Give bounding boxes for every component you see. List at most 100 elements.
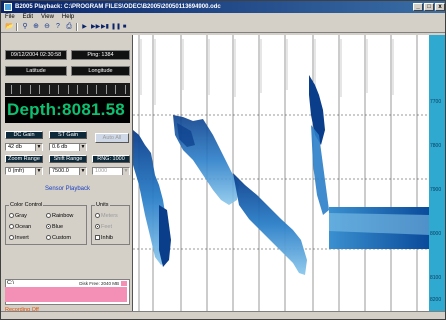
color-ocean-radio[interactable]: Ocean <box>9 224 31 231</box>
inhibit-label: Inhib <box>101 235 113 241</box>
units-feet-label: Feet <box>101 224 113 230</box>
radio-dot-selected <box>46 224 51 229</box>
color-gray-radio[interactable]: Gray <box>9 213 27 220</box>
color-invert-radio[interactable]: Invert <box>9 235 29 242</box>
control-panel: 09/12/2004 02:30:58 Ping: 1384 Latitude … <box>3 35 131 319</box>
status-bar <box>1 311 445 319</box>
color-control-group: Color Control Gray Rainbow Ocean Blue In… <box>5 202 87 245</box>
dc-gain-label: DC Gain <box>5 131 43 139</box>
auto-all-button[interactable]: Auto All <box>95 133 129 143</box>
color-invert-label: Invert <box>15 235 29 241</box>
shift-range-select[interactable]: 7500.0 ▼ <box>49 167 87 175</box>
play-icon[interactable]: ▶ <box>82 24 87 30</box>
toolbar-separator <box>76 23 78 31</box>
zoom-range-label: Zoom Range <box>5 155 43 163</box>
st-gain-value: 0.6 db <box>52 144 68 150</box>
window-controls: _ □ x <box>413 3 445 11</box>
title-bar[interactable]: B2005 Playback: C:\PROGRAM FILES\ODEC\B2… <box>1 1 445 13</box>
stop-icon[interactable]: ■ <box>122 24 127 30</box>
units-feet-radio[interactable]: Feet <box>95 224 112 231</box>
longitude-display: Longitude <box>71 66 130 76</box>
scale-label: 8100 <box>430 275 442 281</box>
menu-edit[interactable]: Edit <box>22 14 34 20</box>
color-gray-label: Gray <box>15 213 27 219</box>
radio-dot <box>95 213 100 218</box>
rng-value: 1000 <box>95 168 108 174</box>
echogram-canvas <box>133 35 430 311</box>
minimize-button[interactable]: _ <box>413 3 423 11</box>
app-icon <box>4 3 12 11</box>
zoom-in-icon[interactable]: ⊕ <box>33 23 39 30</box>
toolbar: 📂 ⚲ ⊕ ⊖ ? ⎙ ▶ ▶▶ ▶▮ ❚❚ ■ <box>1 22 445 33</box>
color-blue-label: Blue <box>52 224 64 230</box>
pause-icon[interactable]: ❚❚ <box>111 24 122 30</box>
color-rainbow-radio[interactable]: Rainbow <box>46 213 73 220</box>
dc-gain-select[interactable]: 42 db ▼ <box>5 143 43 151</box>
dc-gain-value: 42 db <box>8 144 22 150</box>
radio-dot <box>9 213 14 218</box>
shift-range-label: Shift Range <box>49 155 87 163</box>
chevron-down-icon: ▼ <box>35 144 42 151</box>
menu-view[interactable]: View <box>41 14 54 20</box>
chevron-down-icon: ▼ <box>79 168 86 175</box>
units-meters-radio[interactable]: Meters <box>95 213 118 220</box>
latitude-display: Latitude <box>5 66 67 76</box>
sensor-playback-label[interactable]: Sensor Playback <box>44 186 91 192</box>
open-icon[interactable]: 📂 <box>5 23 14 30</box>
scale-label: 7700 <box>430 99 442 105</box>
radio-dot <box>46 235 51 240</box>
units-group: Units Meters Feet Inhib <box>91 202 130 245</box>
color-control-title: Color Control <box>9 202 44 209</box>
maximize-button[interactable]: □ <box>424 3 434 11</box>
color-blue-radio[interactable]: Blue <box>46 224 63 231</box>
ping-display: Ping: 1384 <box>71 50 130 60</box>
rng-label: RNG: 1000 <box>92 155 130 163</box>
depth-display: Depth:8081.58 <box>5 97 130 123</box>
st-gain-label: ST Gain <box>49 131 87 139</box>
menu-help[interactable]: Help <box>61 14 75 20</box>
menu-bar: File Edit View Help <box>1 13 445 22</box>
fast-forward-end-icon[interactable]: ▶▮ <box>101 24 109 30</box>
print-icon[interactable]: ⎙ <box>66 23 72 30</box>
shift-range-value: 7500.0 <box>52 168 69 174</box>
units-title: Units <box>95 202 110 209</box>
radio-dot <box>46 213 51 218</box>
radio-dot-selected <box>95 224 100 229</box>
toolbar-separator <box>16 23 18 31</box>
chevron-down-icon: ▼ <box>35 168 42 175</box>
depth-scale-band: 7700 7800 7900 8000 8100 8200 <box>429 35 445 311</box>
echogram-display[interactable] <box>132 35 430 311</box>
inhibit-checkbox[interactable]: Inhib <box>95 235 113 242</box>
color-custom-label: Custom <box>52 235 71 241</box>
help-icon[interactable]: ? <box>56 23 60 30</box>
zoom-out-icon[interactable]: ⊖ <box>44 23 50 30</box>
ping-marker-lines <box>138 35 418 311</box>
chevron-down-icon: ▼ <box>79 144 86 151</box>
zoom-range-select[interactable]: 0 (mfr) ▼ <box>5 167 43 175</box>
scale-label: 7900 <box>430 187 442 193</box>
close-button[interactable]: x <box>435 3 445 11</box>
color-custom-radio[interactable]: Custom <box>46 235 71 242</box>
rng-select[interactable]: 1000 ▼ <box>92 167 130 175</box>
units-meters-label: Meters <box>101 213 118 219</box>
menu-file[interactable]: File <box>5 14 15 20</box>
checkbox-box <box>95 235 100 240</box>
search-icon[interactable]: ⚲ <box>22 23 28 30</box>
zoom-range-value: 0 (mfr) <box>8 168 25 174</box>
disk-free-text: Disk Free: 2040 MB <box>79 281 119 286</box>
depth-ticks <box>5 83 130 96</box>
radio-dot <box>9 224 14 229</box>
color-rainbow-label: Rainbow <box>52 213 74 219</box>
marker-text-lines <box>140 39 394 105</box>
disk-usage-bar <box>5 287 127 302</box>
scale-label: 7800 <box>430 143 442 149</box>
chevron-down-icon: ▼ <box>122 168 129 175</box>
datetime-display: 09/12/2004 02:30:58 <box>5 50 67 60</box>
bottom-echo <box>133 75 430 275</box>
disk-drive-label: C:\ <box>7 280 15 286</box>
fast-forward-icon[interactable]: ▶▶ <box>91 24 101 30</box>
st-gain-select[interactable]: 0.6 db ▼ <box>49 143 87 151</box>
color-ocean-label: Ocean <box>15 224 32 230</box>
recording-status: Recording Off <box>5 307 39 313</box>
